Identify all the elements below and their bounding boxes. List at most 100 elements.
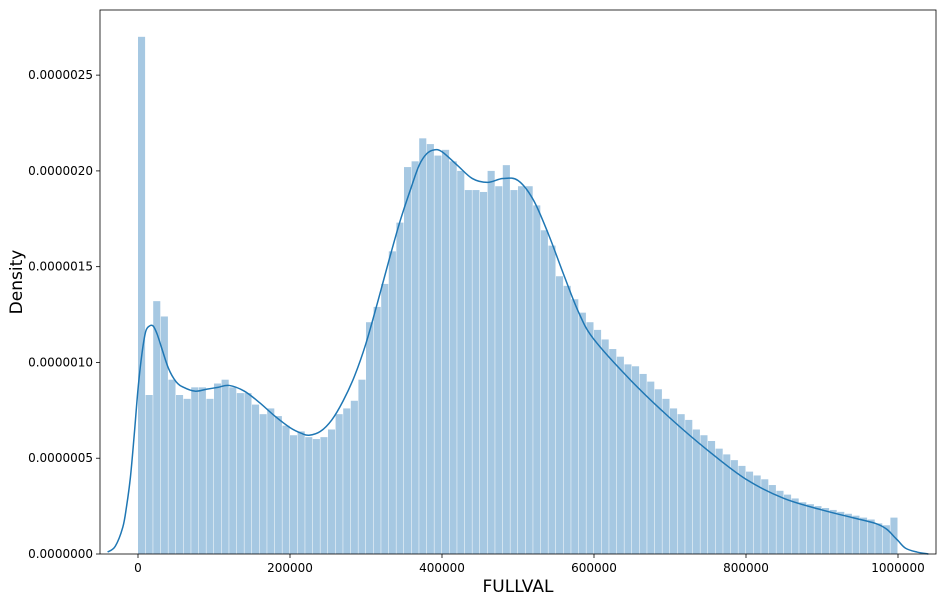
histogram-bar [274,416,282,554]
labels-layer: FULLVAL Density [7,250,554,597]
histogram-bar [715,448,723,554]
histogram-bar [457,170,465,554]
histogram-bar [381,283,389,554]
histogram-bar [472,190,480,554]
histogram-bar [221,379,229,554]
histogram-bar [852,515,860,554]
histogram-bar [829,509,837,554]
histogram-bar [708,440,716,554]
histogram-bar [320,437,328,554]
y-tick-label: 0.0000015 [28,260,93,274]
histogram-bar [571,299,579,554]
histogram-bar [533,205,541,554]
histogram-bar [464,190,472,554]
histogram-bar [206,398,214,554]
plot-frame [99,9,937,555]
histogram-bar [419,138,427,554]
histogram-bar [791,498,799,554]
histogram-bar [229,387,237,554]
histogram-bar [670,408,678,554]
x-tick-label: 600000 [571,561,617,575]
histogram-bar [138,36,146,554]
x-axis-label: FULLVAL [483,577,554,597]
histogram-bar [609,349,617,554]
histogram-bar [639,373,647,554]
histogram-bar [502,165,510,554]
x-tick-label: 0 [134,561,142,575]
histogram-bar [540,230,548,554]
histogram-bar [191,387,199,554]
histogram-bar [776,490,784,554]
histogram-bar [616,356,624,554]
histogram-bar [449,161,457,554]
histogram-bar [837,511,845,554]
ticks-layer: 0 200000 400000 600000 800000 1000000 0.000000… [28,68,925,575]
histogram-bar [404,167,412,554]
histogram-bar [677,414,685,554]
histogram-bar [495,186,503,555]
y-tick-label: 0.0000020 [28,164,93,178]
histogram-bar [662,398,670,554]
histogram-bar [267,408,275,554]
histogram-bar [282,425,290,554]
histogram-bar [768,485,776,554]
axes-layer [99,9,937,555]
histogram-bar [525,186,533,555]
histogram-bar [601,339,609,554]
histogram-bar [563,285,571,554]
histogram-bar [297,431,305,554]
histogram-bar [692,429,700,554]
histogram-bar [366,322,374,554]
histogram-bar [290,435,298,554]
histogram-bar [882,525,890,554]
histogram-bar [236,393,244,554]
histogram-bar [753,475,761,554]
histogram-bar [814,506,822,554]
histogram-bar [510,190,518,554]
histogram-bar [594,329,602,554]
y-tick-label: 0.0000000 [28,547,93,561]
histogram-bar [480,191,488,554]
histogram-bar [746,471,754,554]
histogram-bar [647,381,655,554]
histogram-bar [214,383,222,554]
kde-line [107,148,929,555]
x-tick-label: 200000 [267,561,313,575]
y-axis-label: Density [7,250,27,315]
histogram-bar [624,364,632,554]
histogram-bar [176,395,184,554]
histogram-bar [153,301,161,554]
y-tick-label: 0.0000010 [28,355,93,369]
histogram-bar [487,170,495,554]
histogram-bar [761,479,769,554]
histogram-bar [654,389,662,554]
histogram-bar [160,316,168,554]
histogram-bar [556,276,564,554]
histogram-bar [145,395,153,554]
histogram-bar [685,419,693,554]
histogram-bar [548,245,556,555]
histogram-bar [358,379,366,554]
histogram-bar [411,161,419,554]
histogram-bar [700,435,708,554]
histogram-bar [244,393,252,554]
x-tick-label: 400000 [419,561,465,575]
histogram-bar [518,186,526,555]
histogram-bar [632,366,640,554]
histogram-bar [388,251,396,554]
histogram-bar [252,404,260,554]
histogram-bar [723,454,731,554]
histogram-bar [198,387,206,554]
histogram-bar [442,149,450,554]
histogram-bar [844,513,852,554]
x-tick-label: 1000000 [871,561,924,575]
histogram-bar [168,379,176,554]
bars-layer [138,36,898,555]
histogram-bar [373,306,381,554]
histogram-bar [343,408,351,554]
histogram-bar [328,429,336,554]
histogram-bar [578,312,586,554]
kde-layer [107,148,929,555]
